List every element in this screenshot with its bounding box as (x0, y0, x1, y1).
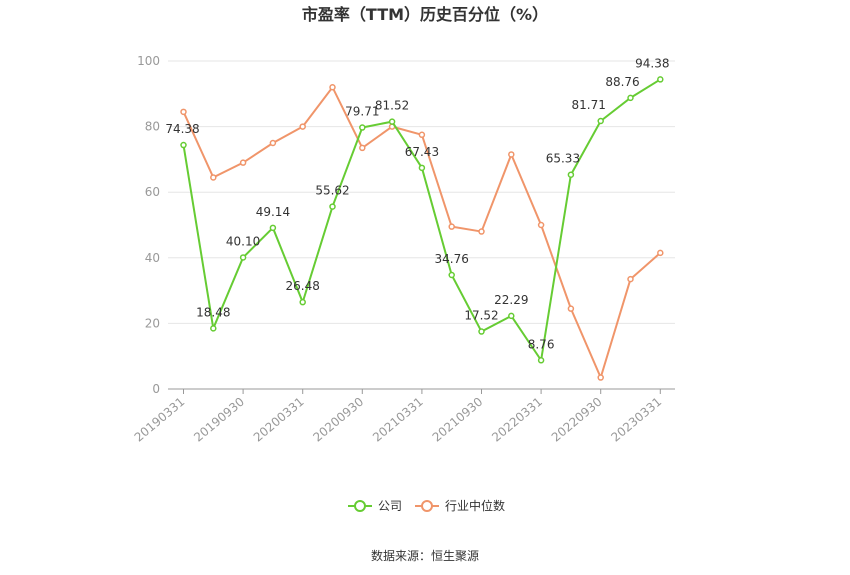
y-tick-label: 80 (145, 120, 160, 134)
legend-item-industry-median[interactable]: 行业中位数 (415, 498, 505, 513)
data-labels: 74.38 18.48 40.10 49.14 26.48 55.62 79.7181.52… (165, 56, 669, 351)
data-label: 88.76 (605, 75, 639, 89)
x-tick-label: 20220930 (549, 395, 605, 445)
x-tick-label: 20230331 (608, 395, 664, 445)
data-label: 81.71 (572, 98, 606, 112)
y-tick-label: 60 (145, 185, 160, 199)
data-label: 8.76 (528, 337, 555, 351)
data-point[interactable] (418, 164, 426, 172)
data-point[interactable] (180, 108, 187, 116)
data-label: 94.38 (635, 56, 669, 70)
data-point[interactable] (597, 374, 604, 381)
data-point[interactable] (508, 312, 515, 320)
data-point[interactable] (627, 275, 634, 283)
legend-label: 公司 (378, 499, 402, 513)
legend[interactable]: 公司 行业中位数 (348, 498, 505, 513)
data-point[interactable] (299, 298, 306, 306)
data-label: 26.48 (286, 279, 320, 293)
data-point[interactable] (269, 224, 277, 232)
series-line (182, 78, 661, 363)
series-line (182, 85, 661, 381)
x-tick-label: 20190331 (132, 395, 188, 445)
x-axis: 20190331 20190930 20200331 20200930 20210331… (132, 388, 675, 445)
data-point[interactable] (180, 141, 187, 149)
series-industry-median (180, 83, 664, 381)
legend-marker-icon (354, 500, 366, 512)
y-tick-label: 0 (152, 382, 160, 396)
x-tick-label: 20210331 (370, 395, 426, 445)
data-point[interactable] (359, 124, 366, 131)
grid (168, 60, 675, 324)
data-point[interactable] (537, 221, 545, 229)
data-point[interactable] (329, 203, 336, 210)
x-tick-label: 20210930 (430, 395, 486, 445)
legend-item-company[interactable]: 公司 (348, 499, 402, 513)
data-point[interactable] (448, 271, 455, 279)
y-axis: 0 20 40 60 80 100 (137, 54, 160, 396)
data-point[interactable] (210, 325, 217, 332)
data-point[interactable] (627, 94, 634, 102)
data-point[interactable] (239, 159, 247, 166)
y-tick-label: 40 (145, 251, 160, 265)
data-point[interactable] (299, 123, 306, 130)
data-point[interactable] (448, 223, 455, 230)
data-point[interactable] (210, 174, 217, 181)
data-point[interactable] (657, 249, 664, 257)
legend-marker-icon (421, 500, 433, 512)
data-label: 79.71 (345, 105, 379, 119)
data-label: 55.62 (315, 184, 349, 198)
series-company (180, 76, 664, 364)
data-point[interactable] (508, 151, 515, 158)
source-note: 数据来源：恒生聚源 (371, 548, 479, 563)
data-point[interactable] (478, 228, 485, 235)
y-tick-label: 20 (145, 316, 160, 330)
data-label: 74.38 (165, 122, 199, 136)
data-label: 49.14 (256, 205, 290, 219)
data-label: 81.52 (375, 99, 409, 113)
x-tick-label: 20200930 (310, 395, 366, 445)
data-point[interactable] (329, 83, 336, 91)
data-label: 34.76 (435, 252, 469, 266)
x-tick-label: 20190930 (191, 395, 247, 445)
data-point[interactable] (269, 139, 277, 147)
data-point[interactable] (388, 118, 396, 125)
data-point[interactable] (359, 144, 366, 152)
data-label: 18.48 (196, 305, 230, 319)
legend-label: 行业中位数 (445, 498, 505, 513)
x-tick-label: 20220331 (489, 395, 545, 445)
data-point[interactable] (567, 305, 575, 312)
data-point[interactable] (567, 171, 575, 178)
data-label: 40.10 (226, 234, 260, 248)
data-label: 67.43 (405, 145, 439, 159)
data-point[interactable] (597, 117, 604, 125)
data-label: 17.52 (464, 309, 498, 323)
data-label: 65.33 (546, 152, 580, 166)
x-tick-label: 20200331 (251, 395, 307, 445)
series-layer (180, 76, 664, 381)
y-tick-label: 100 (137, 54, 160, 68)
data-point[interactable] (418, 131, 426, 139)
data-point[interactable] (239, 254, 247, 261)
data-point[interactable] (657, 76, 664, 83)
data-label: 22.29 (494, 293, 528, 307)
data-point[interactable] (478, 328, 485, 335)
data-point[interactable] (537, 357, 545, 364)
chart-title: 市盈率（TTM）历史百分位（%） (302, 5, 548, 24)
